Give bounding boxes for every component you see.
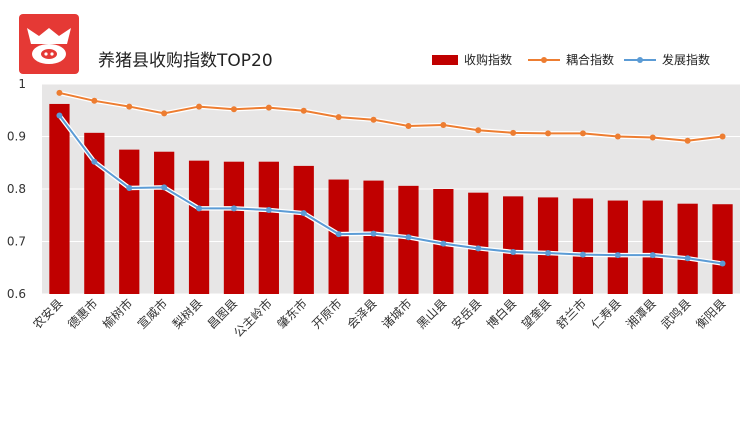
development-line-point — [405, 234, 412, 241]
bar-仁寿县 — [607, 200, 628, 294]
x-tick-label: 德惠市 — [64, 296, 100, 332]
development-line-point — [370, 230, 377, 237]
y-tick-label: 0.6 — [7, 287, 26, 301]
development-line-point — [649, 252, 656, 259]
bar-博白县 — [503, 196, 524, 294]
bar-安岳县 — [468, 192, 489, 294]
chart-title: 养猪县收购指数TOP20 — [98, 51, 273, 71]
pig-logo-icon — [19, 14, 79, 74]
development-line-point — [300, 210, 307, 217]
x-tick-label: 舒兰市 — [553, 296, 589, 332]
x-tick-label: 博白县 — [483, 296, 519, 332]
legend-marker-development — [637, 57, 643, 63]
x-tick-label: 望奎县 — [518, 296, 554, 332]
y-tick-label: 1 — [18, 77, 26, 91]
development-line-point — [230, 205, 237, 212]
bar-武鸣县 — [677, 203, 698, 294]
coupling-line-point — [230, 106, 237, 113]
x-tick-label: 梨树县 — [169, 296, 205, 332]
bar-农安县 — [49, 103, 70, 294]
bar-宣威市 — [154, 151, 175, 294]
coupling-line-point — [510, 129, 517, 136]
development-line-point — [510, 249, 517, 255]
coupling-line-point — [91, 97, 98, 104]
x-tick-label: 安岳县 — [448, 296, 484, 332]
y-axis: 1 0.9 0.8 0.7 0.6 — [7, 77, 26, 301]
legend-swatch-bar — [432, 55, 458, 65]
development-line-point — [196, 205, 203, 212]
coupling-line-path — [59, 91, 723, 142]
x-tick-label: 榆树市 — [99, 296, 135, 332]
bar-舒兰市 — [572, 198, 594, 294]
legend-marker-coupling — [541, 57, 547, 63]
coupling-line-point — [265, 104, 272, 111]
coupling-line-point — [649, 134, 656, 141]
development-line-point — [684, 255, 691, 262]
legend: 收购指数 耦合指数 发展指数 — [432, 52, 710, 67]
coupling-line-point — [335, 114, 342, 121]
x-tick-label: 衡阳县 — [693, 296, 728, 331]
bar-会泽县 — [363, 180, 384, 294]
coupling-line-point — [475, 127, 482, 134]
x-tick-label: 仁寿县 — [589, 296, 624, 331]
coupling-line-point — [370, 116, 377, 123]
y-tick-label: 0.9 — [7, 130, 26, 144]
coupling-line — [56, 89, 726, 144]
development-line-point — [161, 184, 168, 191]
bar-昌图县 — [223, 161, 245, 294]
bar-肇东市 — [293, 165, 314, 294]
coupling-line-point — [614, 133, 621, 140]
development-line-point — [335, 231, 342, 238]
bar-衡阳县 — [712, 204, 733, 294]
y-tick-label: 0.8 — [7, 182, 26, 196]
coupling-line-point — [684, 137, 691, 144]
bar-望奎县 — [537, 197, 559, 294]
development-line-point — [440, 240, 447, 247]
x-tick-label: 农安县 — [29, 296, 65, 332]
coupling-line-point — [405, 123, 412, 129]
coupling-line-point — [196, 103, 203, 110]
development-line-point — [579, 251, 586, 258]
x-tick-label: 诸城市 — [378, 296, 414, 332]
development-line — [56, 112, 726, 267]
development-line-point — [56, 112, 63, 119]
x-tick-label: 公主岭市 — [230, 296, 275, 341]
bar-榆树市 — [119, 149, 140, 294]
coupling-line-point — [545, 130, 552, 137]
line-series — [56, 89, 726, 267]
legend-label: 耦合指数 — [566, 52, 614, 67]
coupling-line-point — [719, 133, 726, 140]
x-tick-label: 开原市 — [309, 296, 345, 332]
x-tick-label: 宣威市 — [134, 296, 170, 332]
development-line-point — [614, 252, 621, 259]
bar-湘潭县 — [642, 200, 663, 294]
y-tick-label: 0.7 — [7, 235, 26, 249]
coupling-line-point — [579, 130, 586, 137]
x-tick-label: 肇东市 — [274, 296, 310, 332]
development-line-path — [58, 114, 723, 265]
x-tick-label: 黑山县 — [414, 296, 449, 331]
development-line-point — [719, 260, 726, 267]
development-line-point — [91, 158, 98, 165]
development-line-point — [475, 245, 482, 252]
bar-德惠市 — [84, 132, 105, 294]
development-line-point — [265, 207, 272, 213]
coupling-line-point — [126, 103, 133, 110]
x-tick-label: 武鸣县 — [658, 296, 694, 332]
legend-label: 收购指数 — [464, 52, 512, 67]
coupling-line-point — [56, 89, 63, 96]
bar-梨树县 — [188, 160, 210, 294]
development-line-point — [126, 184, 133, 191]
legend-label: 发展指数 — [662, 52, 710, 67]
x-tick-label: 会泽县 — [344, 296, 379, 331]
coupling-line-point — [300, 107, 307, 114]
coupling-line-point — [440, 121, 447, 128]
coupling-line-point — [161, 110, 168, 117]
development-line-point — [545, 250, 552, 257]
x-tick-label: 湘潭县 — [623, 296, 659, 332]
bar-公主岭市 — [258, 161, 279, 294]
